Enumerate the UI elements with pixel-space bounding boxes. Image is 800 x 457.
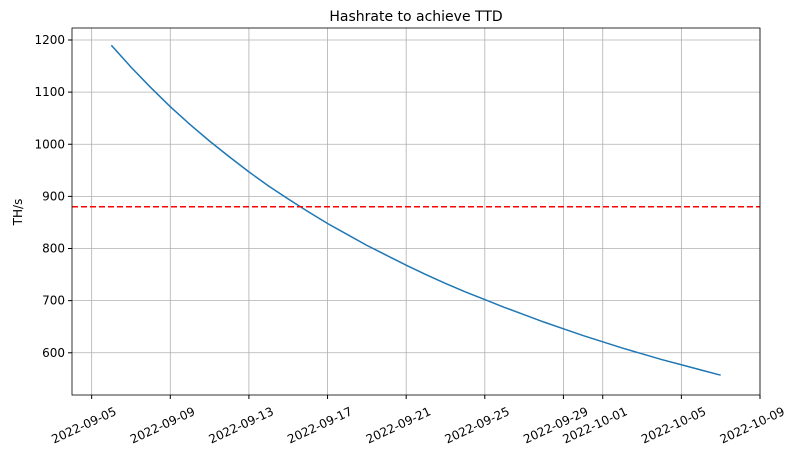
line-series — [110, 44, 721, 376]
chart-title: Hashrate to achieve TTD — [329, 9, 502, 25]
x-tick-label: 2022-09-09 — [128, 404, 197, 446]
y-tick-label: 1200 — [34, 33, 65, 47]
y-tick-label: 800 — [42, 242, 65, 256]
x-tick-label: 2022-09-21 — [364, 404, 433, 446]
y-tick-label: 1000 — [34, 137, 65, 151]
x-tick-label: 2022-10-05 — [639, 404, 708, 446]
y-tick-label: 700 — [42, 294, 65, 308]
y-tick-label: 600 — [42, 346, 65, 360]
x-tick-label: 2022-09-25 — [443, 404, 512, 446]
y-tick-label: 1100 — [34, 85, 65, 99]
y-tick-label: 900 — [42, 189, 65, 203]
y-axis-label: TH/s — [11, 199, 25, 227]
x-tick-label: 2022-09-17 — [285, 404, 354, 446]
x-tick-label: 2022-10-09 — [718, 404, 787, 446]
x-tick-label: 2022-09-05 — [49, 404, 118, 446]
plot-frame — [71, 27, 761, 396]
x-tick-label: 2022-09-13 — [207, 404, 276, 446]
